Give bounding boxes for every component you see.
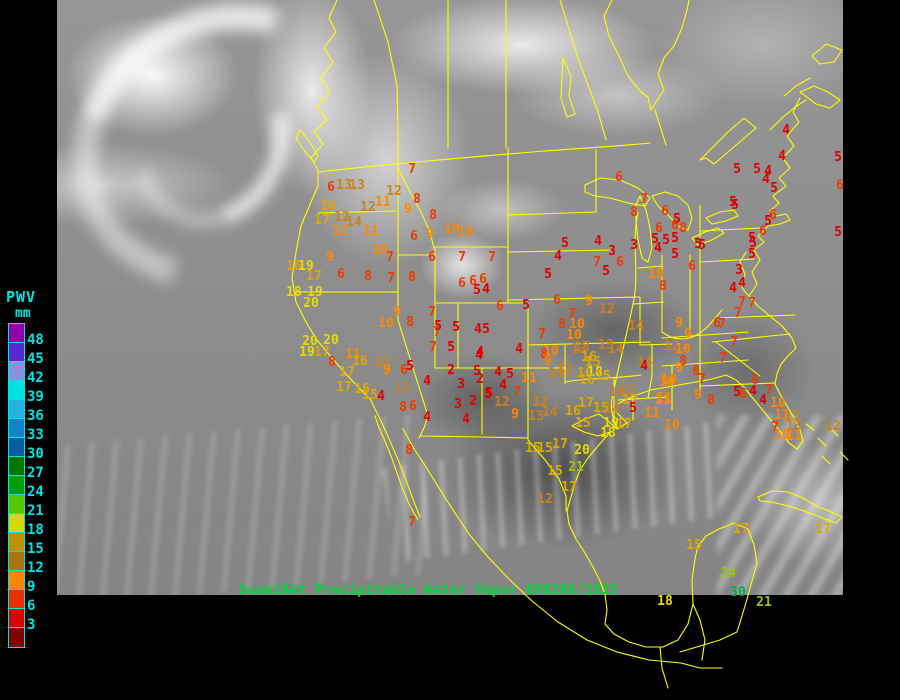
legend-color-block <box>8 513 25 533</box>
legend-color-block <box>8 532 25 552</box>
legend-row: 48 <box>6 323 56 348</box>
legend-row: 21 <box>6 494 56 519</box>
plains-state-borders <box>507 147 651 346</box>
legend-color-block <box>8 494 25 514</box>
us-canada-border <box>317 142 651 173</box>
legend-row <box>6 627 56 648</box>
legend-color-block <box>8 456 25 476</box>
legend-color-block <box>8 380 25 400</box>
bahamas-islands <box>805 423 849 465</box>
legend-value-label: 9 <box>27 579 36 595</box>
midwest-state-borders <box>632 254 723 340</box>
legend-row: 18 <box>6 513 56 538</box>
legend-row: 27 <box>6 456 56 481</box>
goes-satellite-image <box>57 0 843 595</box>
legend-color-block <box>8 608 25 628</box>
lake-winnipeg <box>560 57 576 118</box>
legend-color-block <box>8 475 25 495</box>
legend-row: 9 <box>6 570 56 595</box>
image-caption: SuomiNet Precipitable Water Vapor 090206… <box>239 583 619 598</box>
legend-value-label: 6 <box>27 598 36 614</box>
washington-oregon-borders <box>295 167 399 293</box>
legend-row: 33 <box>6 418 56 443</box>
central-america-borders <box>659 603 738 689</box>
canada-province-borders <box>373 0 667 169</box>
legend-color-block <box>8 342 25 362</box>
kentucky-tennessee-borders <box>661 331 749 411</box>
legend-value-label: 12 <box>27 560 44 576</box>
legend-color-block <box>8 570 25 590</box>
legend-value-label: 21 <box>27 503 44 519</box>
legend-color-block <box>8 627 25 648</box>
baja-and-mexico-coast <box>374 415 682 664</box>
legend-value-label: 48 <box>27 332 44 348</box>
lake-ontario <box>705 209 739 225</box>
legend-title: PWV <box>6 288 37 306</box>
california-nevada-border <box>397 291 429 439</box>
ozark-gulf-state-borders <box>613 343 673 429</box>
mississippi-river-borders <box>610 211 639 429</box>
legend-color-block <box>8 437 25 457</box>
legend-value-label: 39 <box>27 389 44 405</box>
legend-color-block <box>8 399 25 419</box>
legend-value-label: 15 <box>27 541 44 557</box>
northeast-state-borders <box>699 204 796 391</box>
legend-value-label: 30 <box>27 446 44 462</box>
legend-value-label: 3 <box>27 617 36 633</box>
lake-michigan <box>635 195 653 263</box>
lake-superior <box>584 177 651 207</box>
atlantic-coastline <box>650 97 804 450</box>
legend-value-label: 36 <box>27 408 44 424</box>
st-lawrence-maritimes <box>699 43 843 165</box>
legend-row: 45 <box>6 342 56 367</box>
legend-color-scale: 48 45 42 39 36 33 30 27 24 21 18 15 12 9 6 3 <box>6 323 56 648</box>
legend-value-label: 24 <box>27 484 44 500</box>
legend-row: 39 <box>6 380 56 405</box>
legend-row: 36 <box>6 399 56 424</box>
legend-row: 30 <box>6 437 56 462</box>
legend-color-block <box>8 361 25 381</box>
legend-color-block <box>8 551 25 571</box>
legend-value-label: 42 <box>27 370 44 386</box>
legend-units: mm <box>15 306 31 321</box>
southwest-state-borders <box>420 344 642 512</box>
legend-row: 24 <box>6 475 56 500</box>
legend-value-label: 33 <box>27 427 44 443</box>
legend-value-label: 27 <box>27 465 44 481</box>
legend-color-block <box>8 589 25 609</box>
legend-color-block <box>8 323 25 343</box>
pwv-legend: PWV mm 48 45 42 39 36 33 30 27 24 21 18 15 12 9 6 3 <box>6 288 56 648</box>
gulf-coastline <box>566 389 758 648</box>
legend-color-block <box>8 418 25 438</box>
legend-row: 12 <box>6 551 56 576</box>
lake-huron <box>651 191 693 231</box>
legend-row: 15 <box>6 532 56 557</box>
legend-row: 6 <box>6 589 56 614</box>
legend-value-label: 45 <box>27 351 44 367</box>
cuba-coastline <box>757 490 843 524</box>
pacific-coastline <box>291 0 421 518</box>
vancouver-island <box>295 129 319 163</box>
legend-value-label: 18 <box>27 522 44 538</box>
lake-erie <box>691 227 725 246</box>
legend-row: 3 <box>6 608 56 633</box>
hudson-bay <box>603 0 690 111</box>
legend-row: 42 <box>6 361 56 386</box>
